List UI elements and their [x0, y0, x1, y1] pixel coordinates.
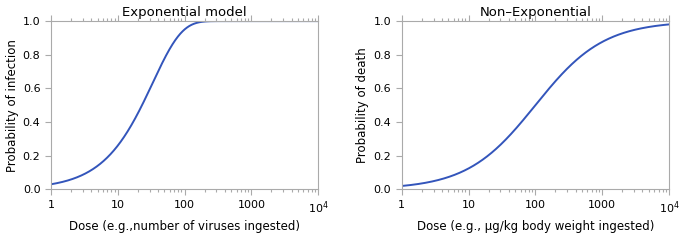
X-axis label: Dose (e.g.,number of viruses ingested): Dose (e.g.,number of viruses ingested) — [69, 220, 300, 234]
Title: Non–Exponential: Non–Exponential — [479, 5, 591, 19]
Title: Exponential model: Exponential model — [122, 5, 247, 19]
Y-axis label: Probability of death: Probability of death — [356, 47, 369, 163]
X-axis label: Dose (e.g., μg/kg body weight ingested): Dose (e.g., μg/kg body weight ingested) — [416, 220, 654, 234]
Y-axis label: Probability of infection: Probability of infection — [5, 39, 18, 172]
